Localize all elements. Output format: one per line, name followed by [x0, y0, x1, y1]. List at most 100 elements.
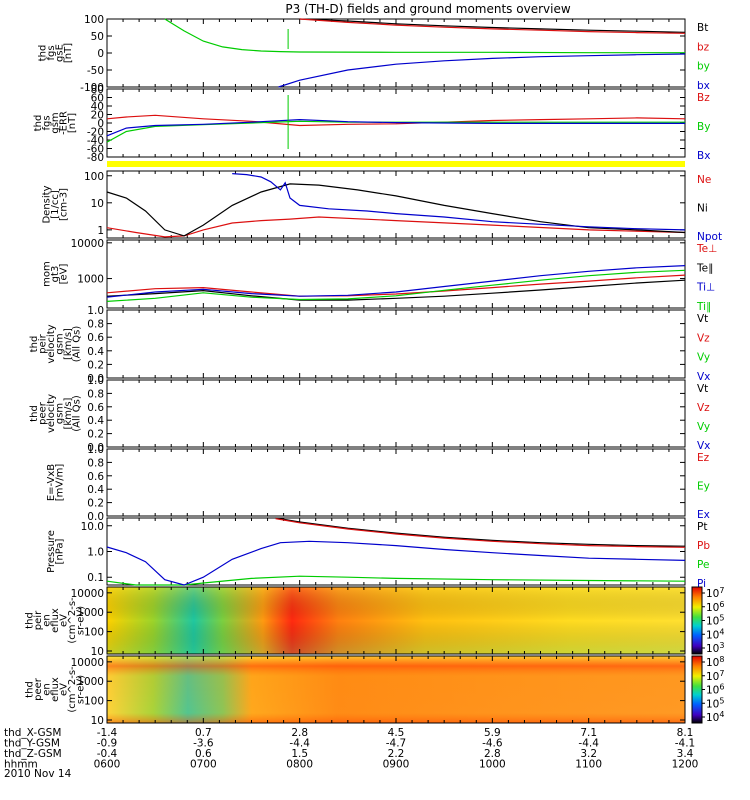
legend-bx: bx: [697, 80, 710, 92]
y-tick-label: 10000: [71, 657, 104, 669]
y-axis-label: gsE: [54, 44, 65, 62]
x-axis-value: 0.7: [195, 727, 212, 739]
y-axis-label: [cm-3]: [59, 188, 70, 221]
y-axis-label: en: [42, 614, 53, 627]
y-axis-label: [nT]: [67, 113, 78, 133]
series-Ne: [106, 216, 686, 238]
y-axis-label: Density: [42, 185, 53, 223]
legend-Npot: Npot: [697, 231, 722, 243]
colorbar-tick-label: 104: [706, 710, 724, 724]
x-axis-value: 2.8: [291, 727, 308, 739]
colorbar-tick-label: 108: [706, 655, 724, 669]
legend-Vy: Vy: [697, 421, 710, 433]
series-Ti⊥: [106, 265, 686, 298]
y-tick-label: 0.2: [87, 359, 104, 371]
x-axis-value: 2.2: [388, 748, 405, 760]
legend-Bx: Bx: [697, 150, 710, 162]
y-tick-label: 1000: [77, 274, 104, 286]
panel-frame: [106, 448, 686, 517]
series-Pt: [275, 517, 686, 547]
legend-by: by: [697, 61, 710, 73]
y-tick-label: 0.1: [87, 572, 104, 584]
series-Bt: [299, 18, 686, 33]
y-tick-label: 1: [97, 225, 104, 237]
y-tick-label: -50: [87, 65, 104, 77]
footer: thd_X-GSM -1.4 0.7 2.8 4.5 5.9 7.1 8.1 thd_Y-GSM…: [4, 727, 698, 780]
x-axis-value: -4.7: [386, 738, 407, 750]
y-tick-label: 0.8: [87, 319, 104, 331]
x-axis-value: -4.4: [289, 738, 310, 750]
y-tick-label: 1000: [77, 607, 104, 619]
x-axis-value: -4.4: [578, 738, 599, 750]
series-bz: [299, 18, 686, 34]
y-axis-label: peer: [37, 401, 48, 425]
y-tick-label: 40: [91, 101, 104, 113]
x-axis-value: -4.6: [482, 738, 503, 750]
y-axis-label: eV: [59, 683, 70, 696]
y-tick-label: 0.2: [87, 498, 104, 510]
colorbar-tick-label: 106: [706, 683, 724, 697]
y-tick-label: 0.6: [87, 332, 104, 344]
legend-Bt: Bt: [697, 22, 708, 34]
y-tick-label: 1000: [77, 676, 104, 688]
y-tick-label: 10: [91, 198, 104, 210]
x-axis-value: 3.2: [580, 748, 597, 760]
spectrogram-shading: [107, 656, 685, 723]
x-axis-value: -3.6: [193, 738, 214, 750]
panel-frame: [106, 517, 686, 586]
y-tick-label: 0: [97, 118, 104, 130]
y-axis-label: Pressure: [46, 530, 57, 573]
y-axis-label: gsm: [50, 112, 61, 133]
y-axis-label: eflux: [50, 677, 61, 702]
y-tick-label: 100: [84, 627, 104, 639]
y-tick-label: 0.4: [87, 415, 104, 427]
legend-Vz: Vz: [697, 332, 710, 344]
y-tick-label: 0.4: [87, 346, 104, 358]
panel-frame: [106, 379, 686, 448]
y-axis-label: mom: [42, 261, 53, 287]
legend-Te⊥: Te⊥: [696, 243, 717, 255]
y-tick-label: 100: [84, 696, 104, 708]
x-axis-row-label: thd_Y-GSM: [4, 738, 60, 750]
y-axis-label: fgs: [42, 115, 53, 130]
x-axis-value: -4.1: [675, 738, 696, 750]
x-axis-value: 4.5: [388, 727, 405, 739]
legend-Ey: Ey: [697, 481, 710, 493]
panel-peir_vel: 1.0 0.80.6 0.40.2 0.0 thdpeirvelocitygsm[km/…: [29, 305, 711, 385]
y-axis-label: peir: [37, 333, 48, 353]
x-axis-value: 0900: [383, 759, 410, 771]
y-axis-label: (All Qs): [71, 395, 82, 432]
x-axis-value: 7.1: [580, 727, 597, 739]
colorbar-tick-label: 105: [706, 696, 724, 710]
y-tick-label: -40: [87, 135, 104, 147]
y-tick-label: -60: [87, 144, 104, 156]
x-axis-value: 1.5: [291, 748, 308, 760]
legend-Ez: Ez: [697, 452, 710, 464]
x-axis-value: 0600: [94, 759, 121, 771]
colorbar-tick-label: 104: [706, 627, 724, 641]
y-tick-label: 10.0: [81, 521, 104, 533]
legend-Vx: Vx: [697, 440, 710, 452]
x-axis-row-label: thd_Z-GSM: [4, 748, 62, 760]
series-Npot: [232, 173, 686, 231]
x-axis-value: -0.9: [97, 738, 118, 750]
x-axis-value: -0.4: [97, 748, 118, 760]
y-axis-label: [mV/m]: [54, 464, 65, 502]
date-label: 2010 Nov 14: [4, 768, 72, 780]
y-axis-label: [nPa]: [54, 538, 65, 564]
panels: 100500-50-100thdfgsgsE[nT]Btbzbybx806040…: [25, 14, 725, 727]
y-tick-label: 1.0: [87, 547, 104, 559]
y-axis-label: [km/s]: [63, 397, 74, 429]
y-axis-label: gsm: [54, 333, 65, 354]
y-axis-label: thd: [25, 681, 36, 698]
y-tick-label: 10: [91, 715, 104, 727]
y-axis-label: peir: [33, 610, 44, 630]
legend-Pi: Pi: [697, 578, 706, 590]
series-Te⊥: [106, 274, 686, 297]
series-Ni: [106, 183, 686, 237]
colorbar-tick-label: 103: [706, 641, 724, 655]
legend-Ti∥: Ti∥: [696, 301, 711, 313]
legend-Pe: Pe: [697, 559, 709, 571]
x-axis-value: 0700: [190, 759, 217, 771]
